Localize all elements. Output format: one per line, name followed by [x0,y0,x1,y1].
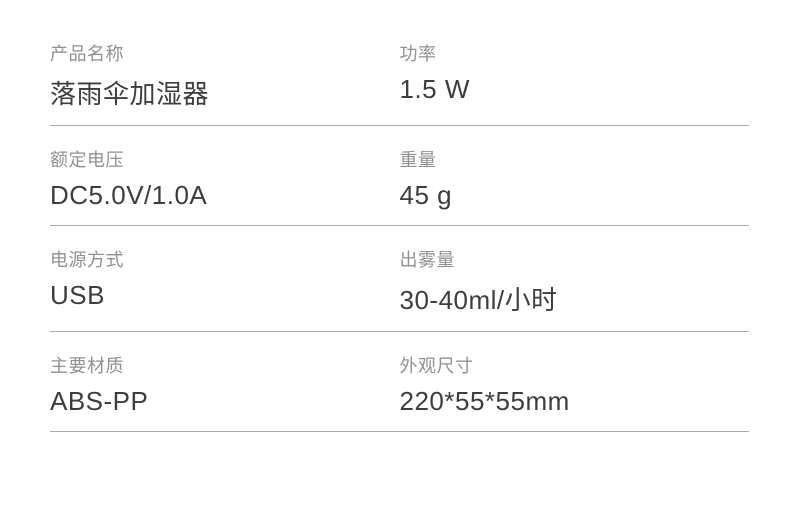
spec-label: 出雾量 [400,246,750,272]
spec-value: ABS-PP [50,386,400,417]
spec-value: DC5.0V/1.0A [50,180,400,211]
spec-cell-product-name: 产品名称 落雨伞加湿器 [50,40,400,111]
spec-label: 功率 [400,40,750,66]
spec-cell-weight: 重量 45 g [400,146,750,211]
spec-label: 重量 [400,146,750,172]
spec-table: 产品名称 落雨伞加湿器 功率 1.5 W 额定电压 DC5.0V/1.0A 重量… [50,40,749,432]
spec-label: 额定电压 [50,146,400,172]
spec-cell-dimensions: 外观尺寸 220*55*55mm [400,352,750,417]
spec-value: 30-40ml/小时 [400,280,750,317]
spec-label: 产品名称 [50,40,400,66]
spec-label: 电源方式 [50,246,400,272]
spec-value: 220*55*55mm [400,386,750,417]
spec-row: 额定电压 DC5.0V/1.0A 重量 45 g [50,126,749,226]
spec-label: 主要材质 [50,352,400,378]
spec-cell-material: 主要材质 ABS-PP [50,352,400,417]
spec-value: 1.5 W [400,74,750,105]
spec-row: 主要材质 ABS-PP 外观尺寸 220*55*55mm [50,332,749,432]
spec-value: 落雨伞加湿器 [50,74,400,111]
spec-value: USB [50,280,400,311]
spec-label: 外观尺寸 [400,352,750,378]
spec-value: 45 g [400,180,750,211]
spec-cell-mist-volume: 出雾量 30-40ml/小时 [400,246,750,317]
spec-row: 电源方式 USB 出雾量 30-40ml/小时 [50,226,749,332]
spec-row: 产品名称 落雨伞加湿器 功率 1.5 W [50,40,749,126]
spec-cell-rated-voltage: 额定电压 DC5.0V/1.0A [50,146,400,211]
spec-cell-power-method: 电源方式 USB [50,246,400,317]
spec-cell-power: 功率 1.5 W [400,40,750,111]
